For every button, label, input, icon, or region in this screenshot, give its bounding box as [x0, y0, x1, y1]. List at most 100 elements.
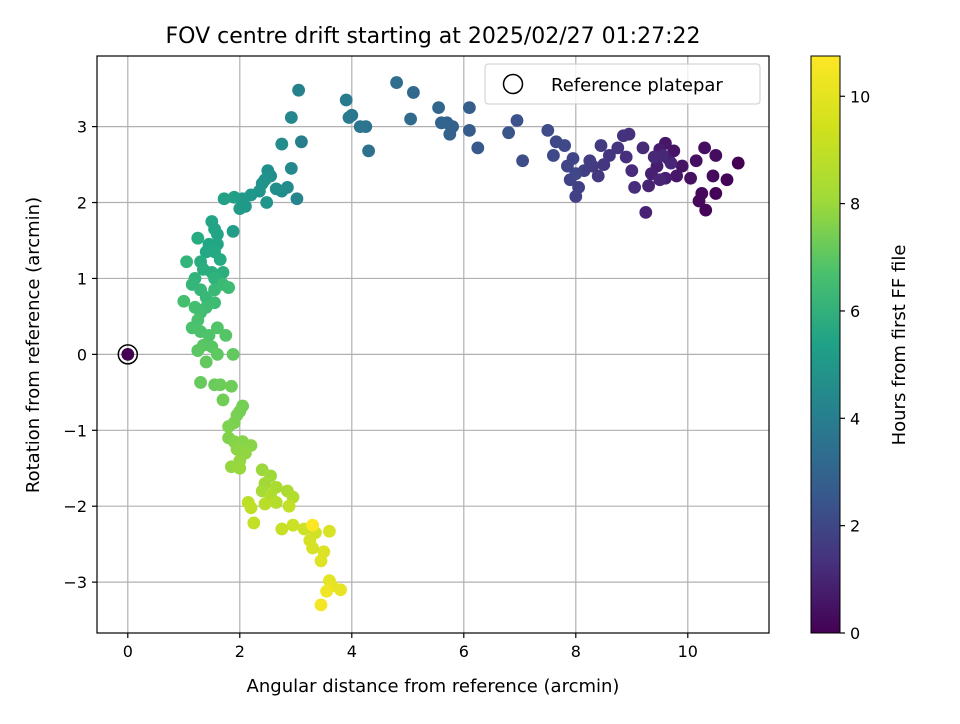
- data-point: [502, 126, 515, 140]
- data-point: [334, 583, 347, 597]
- data-point: [208, 222, 222, 236]
- data-point: [247, 516, 261, 530]
- data-point: [202, 328, 216, 342]
- data-point: [306, 518, 319, 532]
- data-point: [219, 328, 233, 342]
- data-point: [295, 135, 308, 149]
- data-point: [213, 253, 227, 266]
- reference-platepar-marker: [117, 344, 139, 365]
- data-point: [594, 139, 608, 152]
- data-point: [226, 224, 240, 238]
- data-point: [191, 344, 205, 357]
- data-point: [566, 152, 580, 165]
- data-point: [290, 192, 304, 206]
- data-point: [642, 179, 655, 193]
- data-point: [569, 190, 583, 203]
- data-point: [233, 461, 247, 475]
- data-point: [244, 501, 258, 515]
- data-point: [583, 154, 597, 168]
- data-point: [404, 112, 417, 126]
- data-point: [689, 154, 703, 168]
- data-point: [435, 116, 448, 130]
- data-point: [541, 124, 555, 137]
- data-point: [260, 196, 274, 209]
- data-point: [432, 101, 445, 115]
- data-point: [516, 154, 529, 168]
- data-point: [675, 159, 689, 173]
- x-tick-label: 0: [123, 642, 133, 661]
- data-point: [320, 584, 333, 598]
- data-point: [591, 169, 605, 183]
- data-point: [306, 541, 319, 555]
- data-point: [611, 141, 625, 155]
- data-point: [709, 149, 723, 162]
- data-point: [275, 522, 289, 536]
- y-axis-ticks: −3 −2 −1 0 1 2 3: [63, 118, 97, 592]
- y-tick-label: 1: [77, 269, 87, 288]
- data-point: [549, 135, 563, 149]
- colorbar-tick-label: 8: [850, 195, 860, 214]
- x-tick-label: 6: [459, 642, 469, 661]
- colorbar-gradient: [810, 55, 841, 634]
- data-point: [191, 231, 205, 245]
- data-point: [194, 376, 208, 389]
- data-point: [286, 518, 300, 532]
- colorbar-label: Hours from first FF file: [889, 245, 910, 446]
- y-tick-label: −1: [63, 421, 87, 440]
- data-point: [463, 101, 476, 115]
- data-point: [180, 255, 194, 269]
- x-axis-label: Angular distance from reference (arcmin): [247, 676, 620, 697]
- colorbar-tick-label: 6: [850, 302, 860, 321]
- x-axis-ticks: 0 2 4 6 8 10: [123, 633, 698, 661]
- x-tick-label: 4: [347, 642, 357, 661]
- data-point: [619, 150, 633, 164]
- data-point: [684, 171, 697, 185]
- colorbar: 0 2 4 6 8 10 Hours from first FF file: [810, 55, 910, 643]
- data-point: [628, 180, 641, 194]
- data-point: [510, 114, 524, 127]
- legend: Reference platepar: [484, 63, 761, 105]
- data-point: [217, 192, 231, 206]
- data-point: [213, 378, 227, 392]
- y-tick-label: −2: [63, 497, 87, 516]
- legend-box: [484, 63, 761, 105]
- data-point: [258, 497, 272, 511]
- data-point: [275, 137, 289, 151]
- data-point: [362, 144, 375, 158]
- data-point: [188, 300, 202, 314]
- colorbar-tick-label: 10: [850, 87, 870, 106]
- data-point: [547, 149, 560, 162]
- data-point: [227, 190, 241, 204]
- y-tick-label: −3: [63, 573, 87, 592]
- data-point: [407, 86, 420, 99]
- data-point: [625, 164, 639, 178]
- x-tick-label: 10: [678, 642, 698, 661]
- chart-title: FOV centre drift starting at 2025/02/27 …: [166, 24, 701, 49]
- data-point: [709, 187, 723, 200]
- y-tick-label: 3: [77, 118, 87, 137]
- x-tick-label: 2: [235, 642, 245, 661]
- data-point: [720, 173, 734, 187]
- data-point: [222, 281, 236, 294]
- data-point: [390, 76, 403, 89]
- data-point: [597, 158, 611, 171]
- colorbar-tick-label: 2: [850, 517, 860, 536]
- data-point: [233, 202, 247, 216]
- data-point: [706, 169, 720, 183]
- data-point: [699, 203, 713, 217]
- data-point: [471, 141, 485, 155]
- data-point: [211, 347, 224, 361]
- data-point: [664, 156, 678, 170]
- colorbar-tick-label: 4: [850, 409, 860, 428]
- data-point: [269, 496, 283, 509]
- data-point: [569, 167, 583, 181]
- legend-entry-reference: Reference platepar: [551, 75, 723, 96]
- reference-marker: [117, 344, 139, 365]
- data-point: [222, 420, 236, 433]
- scatter-points: [177, 76, 745, 612]
- data-point: [463, 124, 476, 137]
- data-point: [292, 83, 305, 97]
- data-point: [225, 379, 238, 393]
